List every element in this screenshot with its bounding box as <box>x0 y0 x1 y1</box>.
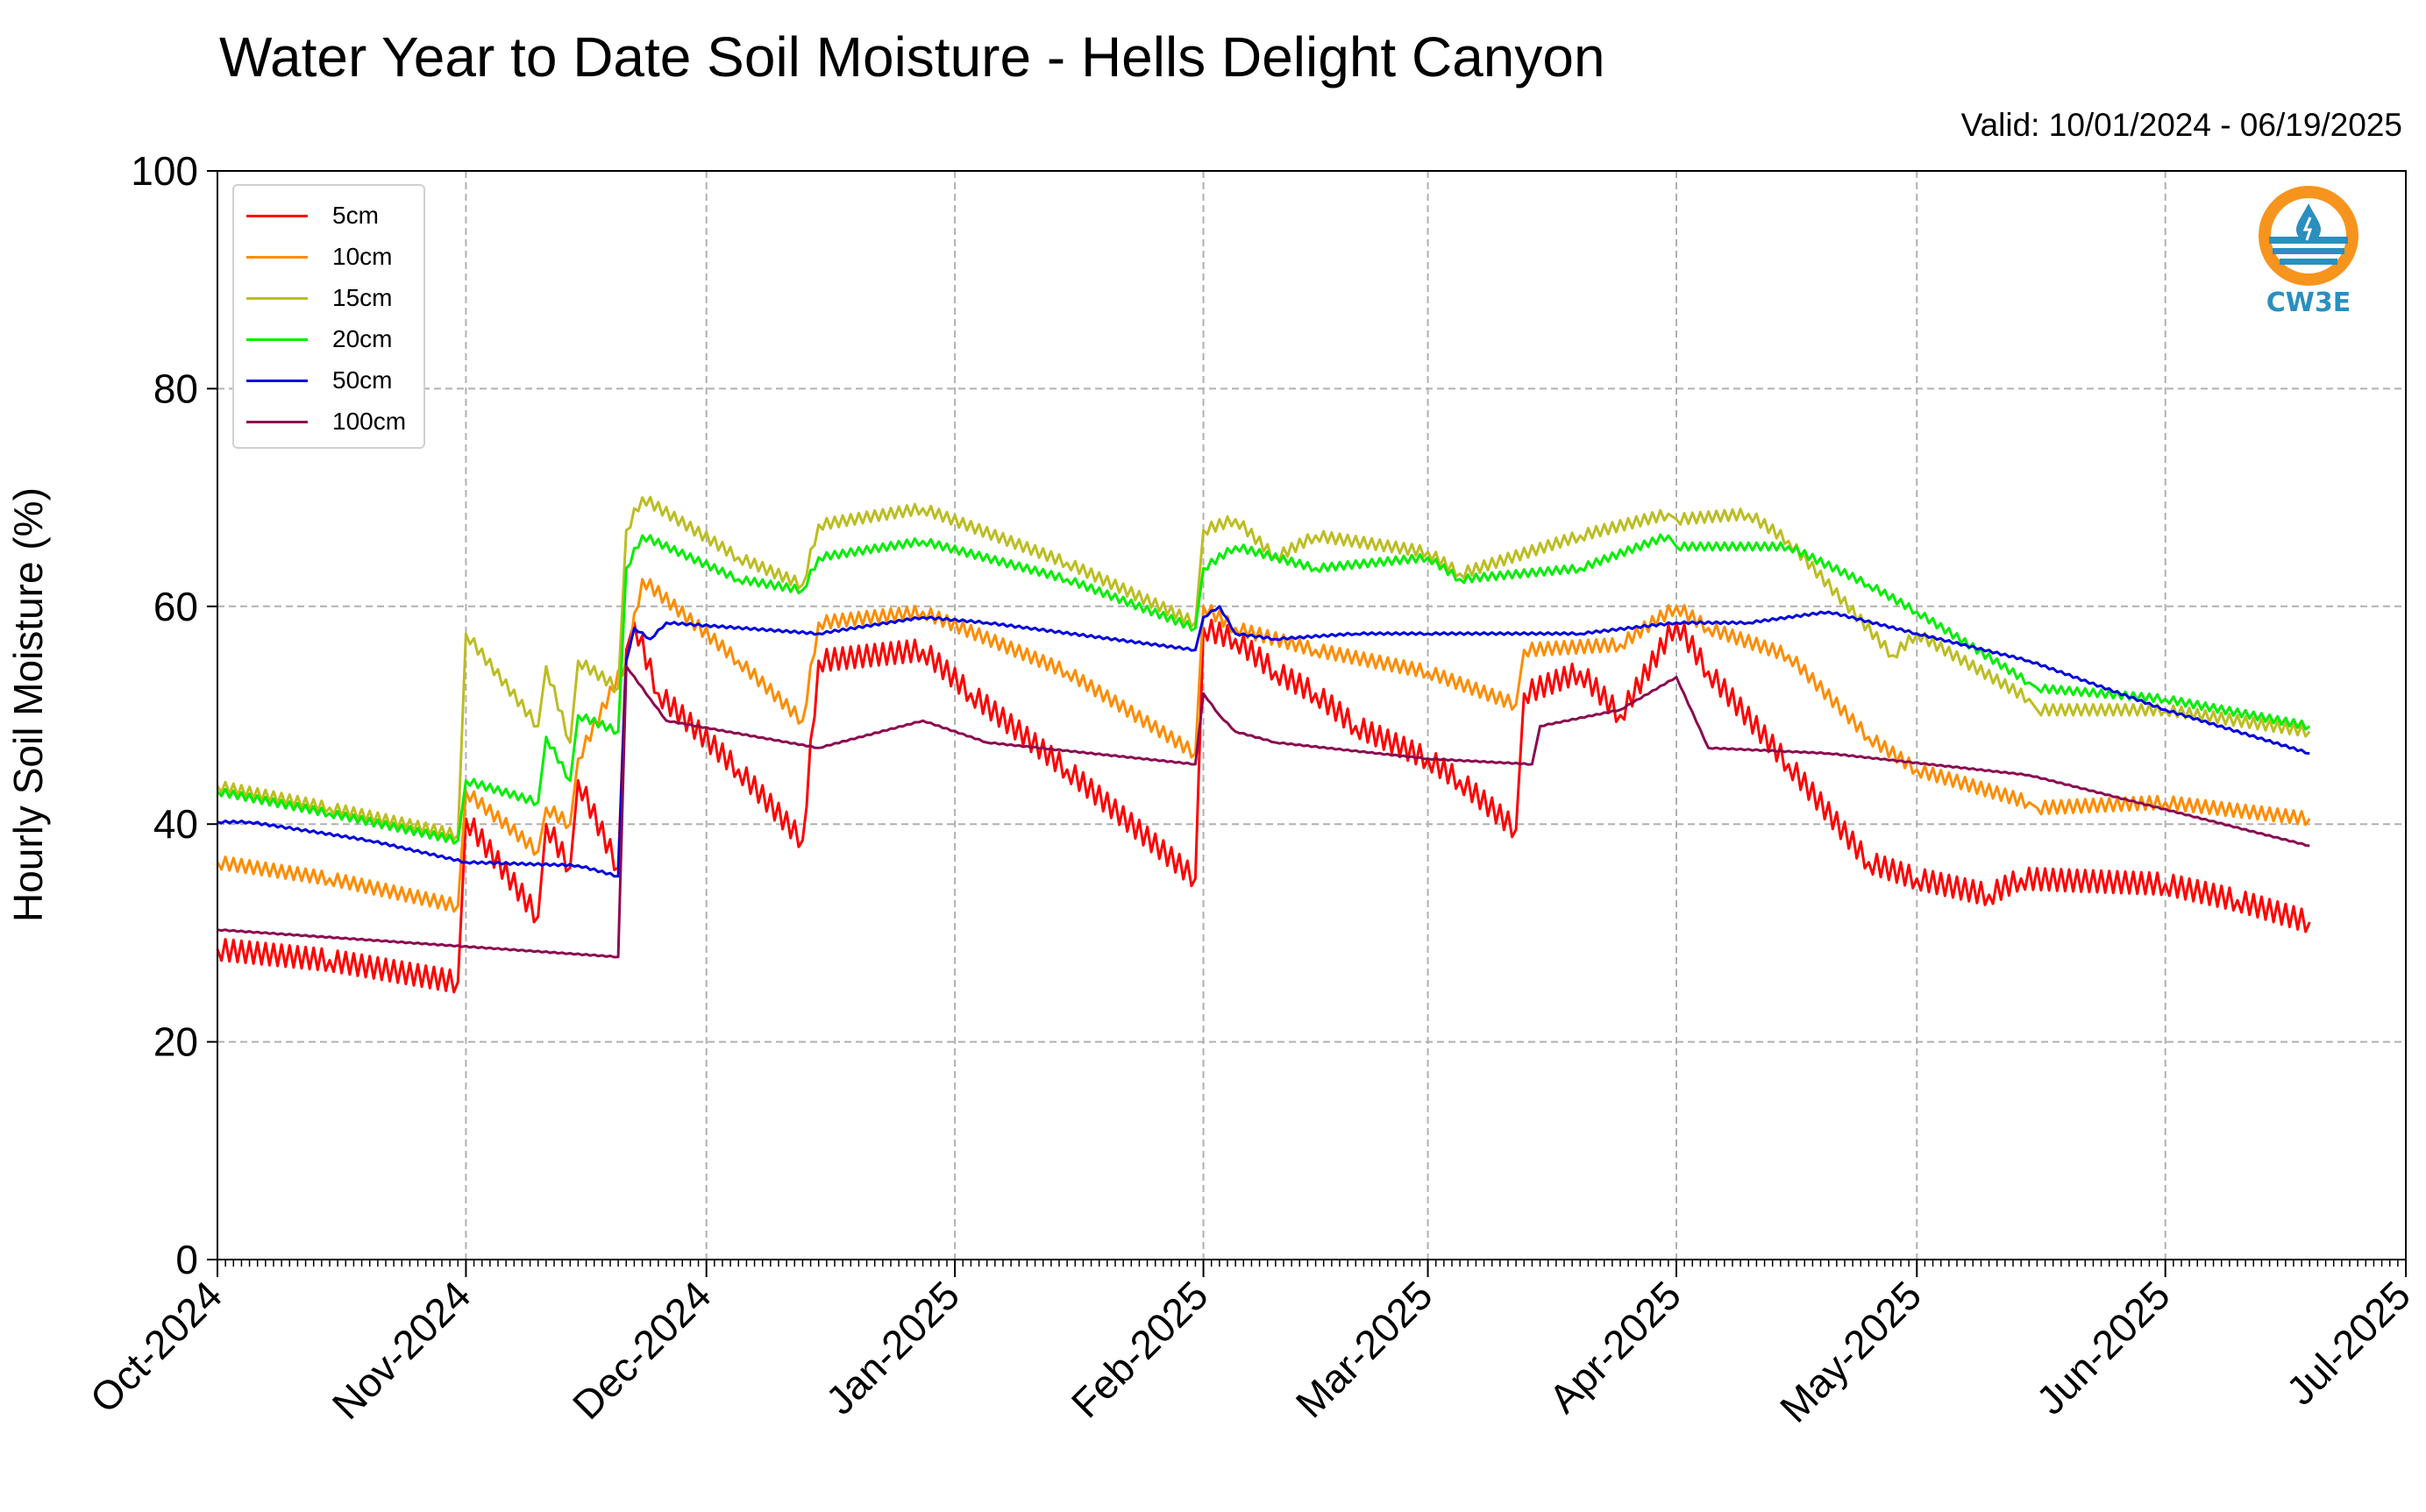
legend-label: 50cm <box>332 366 393 394</box>
x-tick-label: Apr-2025 <box>1540 1272 1690 1422</box>
legend-label: 100cm <box>332 408 407 435</box>
grid-lines <box>217 171 2406 1260</box>
cw3e-logo-icon <box>2259 186 2358 286</box>
x-tick-label: Nov-2024 <box>324 1272 480 1428</box>
x-tick-label: May-2025 <box>1771 1272 1930 1430</box>
chart-title: Water Year to Date Soil Moisture - Hells… <box>219 25 1605 89</box>
y-tick-label: 0 <box>175 1237 198 1282</box>
legend-label: 20cm <box>332 325 393 352</box>
series-line-5cm <box>216 618 2311 994</box>
series-line-50cm <box>217 605 2310 878</box>
x-axis: Oct-2024 Nov-2024 Dec-2024 Jan-2025 Feb-2025… <box>82 1260 2420 1431</box>
series-line-20cm <box>216 533 2311 845</box>
logo-text: CW3E <box>2266 287 2351 318</box>
y-tick-label: 60 <box>153 584 198 629</box>
legend-swatch <box>246 420 308 423</box>
cw3e-logo: CW3E <box>2257 184 2360 318</box>
x-tick-label: Oct-2024 <box>82 1272 231 1422</box>
legend-label: 15cm <box>332 284 393 311</box>
legend-item: 50cm <box>246 363 392 398</box>
legend-label: 10cm <box>332 243 393 270</box>
x-tick-label: Jun-2025 <box>2027 1272 2178 1423</box>
legend-item: 15cm <box>246 280 392 316</box>
legend-swatch <box>246 296 308 300</box>
x-tick-label: Jan-2025 <box>817 1272 968 1423</box>
y-tick-label: 20 <box>153 1019 198 1065</box>
series-lines <box>216 495 2311 994</box>
y-tick-label: 80 <box>153 366 198 411</box>
legend-swatch <box>246 214 308 217</box>
series-line-100cm <box>217 664 2310 959</box>
legend-item: 20cm <box>246 322 392 357</box>
y-axis: 0 20 40 60 80 100 <box>131 148 217 1282</box>
series-line-15cm <box>216 495 2311 841</box>
legend-swatch <box>246 255 308 259</box>
plot-frame <box>217 170 2407 1260</box>
legend: 5cm 10cm 15cm 20cm 50cm 100cm <box>232 184 425 449</box>
legend-item: 10cm <box>246 239 392 274</box>
x-tick-label: Feb-2025 <box>1063 1272 1217 1426</box>
legend-label: 5cm <box>332 202 379 229</box>
y-tick-label: 40 <box>153 801 198 847</box>
legend-swatch <box>246 337 308 341</box>
y-tick-label: 100 <box>131 148 198 194</box>
x-tick-label: Dec-2024 <box>564 1272 720 1428</box>
legend-item: 5cm <box>246 198 379 233</box>
valid-date-range: Valid: 10/01/2024 - 06/19/2025 <box>1960 107 2402 143</box>
legend-item: 100cm <box>246 404 406 439</box>
x-tick-label: Mar-2025 <box>1287 1272 1441 1426</box>
series-line-10cm <box>216 578 2311 913</box>
legend-swatch <box>246 379 308 382</box>
x-tick-label: Jul-2025 <box>2278 1272 2420 1414</box>
